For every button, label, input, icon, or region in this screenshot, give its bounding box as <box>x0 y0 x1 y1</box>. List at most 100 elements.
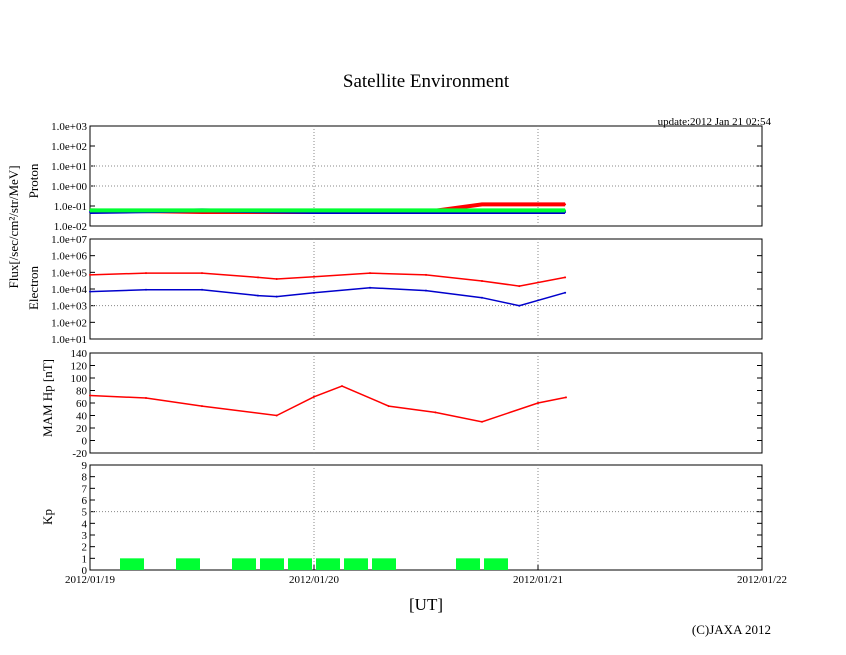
mam_hp-series-0-point-9 <box>537 402 539 404</box>
mam_hp-series-0-point-1 <box>145 397 147 399</box>
electron-series-1-point-6 <box>369 286 371 289</box>
kp-bar-4 <box>288 558 312 570</box>
mam_hp-ytick-label-8: -20 <box>72 448 87 460</box>
electron-ytick-label-5: 1.0e+02 <box>51 317 87 329</box>
copyright-notice: (C)JAXA 2012 <box>692 622 771 637</box>
proton-ytick-label-4: 1.0e-01 <box>54 201 87 213</box>
kp-frame <box>89 464 763 571</box>
kp-bar-5 <box>316 558 340 570</box>
mam_hp-series-0-point-8 <box>481 420 483 423</box>
kp-ytick-label-9: 0 <box>82 565 88 577</box>
mam_hp-ytick-label-2: 100 <box>71 373 88 385</box>
proton-ytick-label-2: 1.0e+01 <box>51 161 87 173</box>
proton-panel: 1.0e+03 1.0e+02 1.0e+01 1.0e+00 1.0e-01 1.0e-… <box>26 121 763 233</box>
electron-ylabel: Electron <box>26 265 41 310</box>
electron-series-0-point-5 <box>313 275 315 278</box>
kp-bar-8 <box>456 558 480 570</box>
mam_hp-series-0-point-3 <box>275 414 278 417</box>
electron-series-1-point-4 <box>275 295 278 298</box>
electron-series-0-point-9 <box>518 285 521 288</box>
mam_hp-ytick-label-0: 140 <box>71 348 88 360</box>
kp-bar-7 <box>372 558 396 570</box>
mam_hp-series-0-point-4 <box>313 395 315 398</box>
electron-series-0-point-6 <box>369 272 371 275</box>
kp-bar-3 <box>260 558 284 570</box>
kp-bar-0 <box>120 558 144 570</box>
electron-series-1-point-10 <box>564 291 567 294</box>
kp-bar-9 <box>484 558 508 570</box>
proton-series-2-point-1 <box>201 209 203 212</box>
electron-series-0 <box>89 272 566 287</box>
electron-series-0-point-10 <box>564 276 567 279</box>
proton-series-2-point-2 <box>313 209 315 212</box>
proton-series-2-point-5 <box>564 209 567 212</box>
kp-ytick-label-5: 4 <box>82 518 88 530</box>
x-tick-label-2: 2012/01/21 <box>513 574 563 586</box>
electron-ytick-label-3: 1.0e+04 <box>51 284 87 296</box>
electron-panel: 1.0e+07 1.0e+06 1.0e+05 1.0e+04 1.0e+03 1.0e+… <box>26 234 763 346</box>
electron-series-1-point-0 <box>89 290 91 293</box>
mam_hp-series-0-point-10 <box>565 396 567 399</box>
x-tick-label-3: 2012/01/22 <box>737 574 787 586</box>
mam_hp-series-0-point-7 <box>434 411 437 414</box>
mam_hp-series-0-point-0 <box>89 394 91 397</box>
electron-series-0-point-8 <box>481 280 483 282</box>
kp-bar-2 <box>232 558 256 570</box>
electron-series-0-point-1 <box>145 272 147 275</box>
mam_hp-ytick-label-1: 120 <box>71 361 88 373</box>
chart-title: Satellite Environment <box>343 71 510 92</box>
x-axis: 2012/01/19 2012/01/20 2012/01/21 2012/01/22 <box>65 565 787 586</box>
electron-series-1-point-9 <box>518 304 521 307</box>
mam_hp-ylabel: MAM Hp [nT] <box>40 359 55 437</box>
x-axis-label: [UT] <box>409 595 443 614</box>
mam_hp-ytick-label-4: 60 <box>76 398 88 410</box>
proton-ytick-label-5: 1.0e-02 <box>54 221 87 233</box>
chart-panels: 1.0e+03 1.0e+02 1.0e+01 1.0e+00 1.0e-01 1.0e-… <box>26 121 763 577</box>
update-timestamp: update:2012 Jan 21 02:54 <box>658 116 772 128</box>
electron-series-0-point-4 <box>275 278 278 280</box>
electron-ytick-label-1: 1.0e+06 <box>51 251 87 263</box>
mam_hp-ytick-label-5: 40 <box>76 411 88 423</box>
electron-series-0-point-0 <box>89 273 91 276</box>
electron-frame <box>89 238 763 340</box>
mam_hp-frame <box>89 352 763 454</box>
kp-ytick-label-2: 7 <box>82 483 88 495</box>
electron-ytick-label-2: 1.0e+05 <box>51 267 87 279</box>
flux-unit-label: Flux[/sec/cm²/str/MeV] <box>6 165 21 288</box>
electron-series-1 <box>89 286 566 307</box>
mam_hp-series-0-point-6 <box>387 405 390 408</box>
kp-ylabel: Kp <box>40 509 55 525</box>
electron-series-1-point-5 <box>313 291 315 294</box>
kp-bar-6 <box>344 558 368 570</box>
electron-series-0-point-3 <box>257 276 259 279</box>
electron-series-1-point-3 <box>257 294 259 297</box>
kp-ytick-label-6: 3 <box>82 530 88 542</box>
proton-series-0-point-4 <box>481 203 483 206</box>
proton-series-2-point-0 <box>89 209 91 212</box>
mam_hp-series-0 <box>89 385 567 423</box>
mam_hp-series-0-point-5 <box>341 385 343 388</box>
electron-ytick-label-4: 1.0e+03 <box>51 301 87 313</box>
kp-ytick-label-1: 8 <box>82 472 88 484</box>
kp-ytick-label-8: 1 <box>82 553 88 565</box>
mam_hp-ytick-label-7: 0 <box>82 436 88 448</box>
proton-series-0-point-5 <box>564 203 567 206</box>
kp-ytick-label-3: 6 <box>82 495 88 507</box>
mam_hp-ytick-label-3: 80 <box>76 386 88 398</box>
kp-bar-1 <box>176 558 200 570</box>
proton-frame <box>89 125 763 227</box>
proton-ytick-label-3: 1.0e+00 <box>51 181 87 193</box>
electron-ytick-label-0: 1.0e+07 <box>51 234 87 246</box>
electron-series-0-point-7 <box>425 273 427 276</box>
kp-ytick-label-7: 2 <box>82 542 88 554</box>
electron-ytick-label-6: 1.0e+01 <box>51 334 87 346</box>
proton-ytick-label-1: 1.0e+02 <box>51 141 87 153</box>
kp-ytick-label-4: 5 <box>82 507 88 519</box>
proton-series-2-point-4 <box>481 209 483 212</box>
proton-ylabel: Proton <box>26 163 41 198</box>
x-tick-label-1: 2012/01/20 <box>289 574 340 586</box>
electron-series-1-point-2 <box>201 288 203 291</box>
x-tick-label-0: 2012/01/19 <box>65 574 116 586</box>
